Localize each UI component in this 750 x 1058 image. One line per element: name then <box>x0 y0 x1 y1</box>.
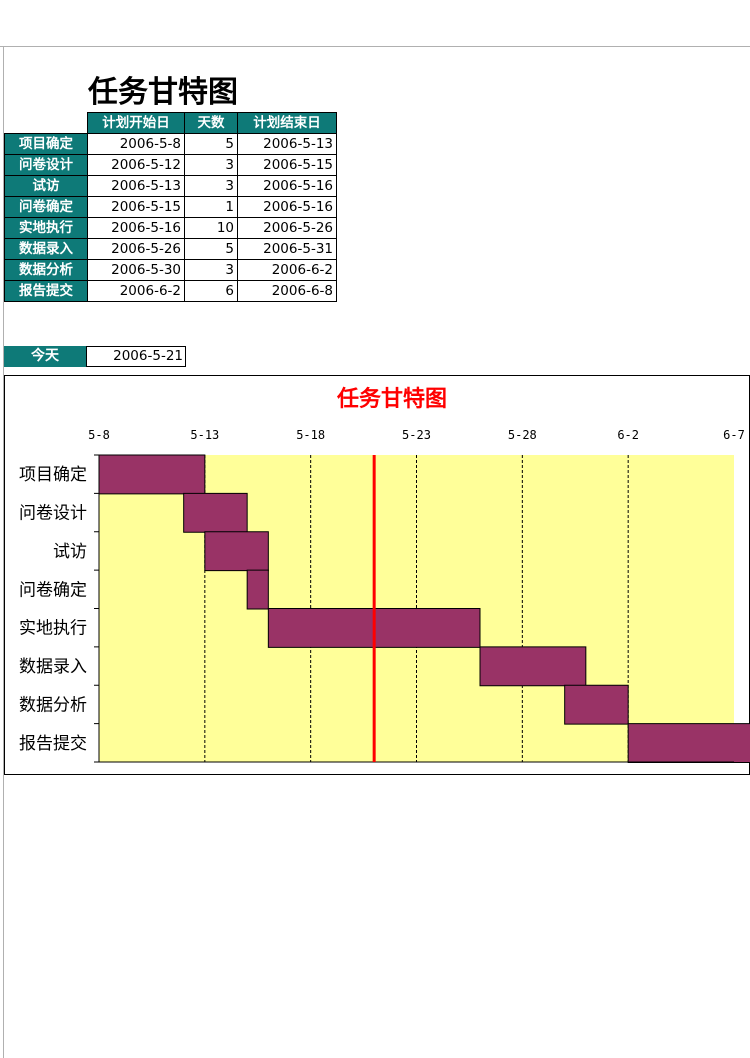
end-date-cell[interactable]: 2006-5-15 <box>237 154 337 176</box>
x-tick-label: 6-2 <box>617 428 639 442</box>
days-cell[interactable]: 5 <box>184 133 238 155</box>
end-date-cell[interactable]: 2006-5-31 <box>237 238 337 260</box>
gantt-bar <box>98 454 206 495</box>
task-name-cell[interactable]: 数据分析 <box>4 259 88 281</box>
days-cell[interactable]: 3 <box>184 259 238 281</box>
table-row: 数据录入 2006-5-26 5 2006-5-31 <box>4 238 337 260</box>
gantt-bar <box>627 723 750 763</box>
table-row: 问卷设计 2006-5-12 3 2006-5-15 <box>4 154 337 176</box>
column-header-border <box>0 46 750 47</box>
days-cell[interactable]: 3 <box>184 154 238 176</box>
end-date-cell[interactable]: 2006-5-26 <box>237 217 337 239</box>
table-row: 项目确定 2006-5-8 5 2006-5-13 <box>4 133 337 155</box>
days-cell[interactable]: 6 <box>184 280 238 302</box>
gantt-bar <box>246 569 269 610</box>
start-date-cell[interactable]: 2006-5-15 <box>87 196 185 218</box>
x-tick-label: 5-8 <box>88 428 110 442</box>
y-category-label: 数据录入 <box>19 657 87 677</box>
today-label[interactable]: 今天 <box>4 346 86 367</box>
end-date-cell[interactable]: 2006-6-2 <box>237 259 337 281</box>
end-date-cell[interactable]: 2006-5-16 <box>237 196 337 218</box>
sheet-title: 任务甘特图 <box>88 75 238 110</box>
start-date-cell[interactable]: 2006-5-26 <box>87 238 185 260</box>
days-cell[interactable]: 5 <box>184 238 238 260</box>
table-row: 问卷确定 2006-5-15 1 2006-5-16 <box>4 196 337 218</box>
table-header-row: 计划开始日 天数 计划结束日 <box>4 112 337 134</box>
task-name-cell[interactable]: 试访 <box>4 175 88 197</box>
y-category-label: 问卷确定 <box>19 580 87 600</box>
start-date-cell[interactable]: 2006-5-16 <box>87 217 185 239</box>
gantt-chart[interactable]: 任务甘特图 5-8 5-13 5-18 5-23 5-28 6-2 6-7 项目确定问卷设计试访… <box>4 375 750 775</box>
x-tick-label: 5-28 <box>508 428 537 442</box>
table-row: 数据分析 2006-5-30 3 2006-6-2 <box>4 259 337 281</box>
start-date-cell[interactable]: 2006-5-8 <box>87 133 185 155</box>
y-category-label: 数据分析 <box>19 695 87 715</box>
y-category-label: 实地执行 <box>19 619 87 639</box>
y-category-label: 项目确定 <box>19 465 87 485</box>
end-date-cell[interactable]: 2006-5-13 <box>237 133 337 155</box>
y-category-label: 问卷设计 <box>19 504 87 524</box>
x-tick-label: 6-7 <box>723 428 745 442</box>
end-date-cell[interactable]: 2006-5-16 <box>237 175 337 197</box>
days-cell[interactable]: 10 <box>184 217 238 239</box>
task-name-cell[interactable]: 实地执行 <box>4 217 88 239</box>
sheet-toolbar-area <box>0 0 750 46</box>
today-value[interactable]: 2006-5-21 <box>86 346 186 367</box>
y-category-label: 报告提交 <box>19 734 87 754</box>
y-category-label: 试访 <box>53 542 87 562</box>
gantt-bar <box>564 684 629 725</box>
task-name-cell[interactable]: 数据录入 <box>4 238 88 260</box>
days-cell[interactable]: 3 <box>184 175 238 197</box>
task-name-cell[interactable]: 问卷设计 <box>4 154 88 176</box>
x-tick-label: 5-18 <box>296 428 325 442</box>
x-tick-label: 5-23 <box>402 428 431 442</box>
start-date-cell[interactable]: 2006-5-13 <box>87 175 185 197</box>
gantt-bar <box>479 646 587 687</box>
start-date-cell[interactable]: 2006-6-2 <box>87 280 185 302</box>
task-name-cell[interactable]: 报告提交 <box>4 280 88 302</box>
column-header[interactable]: 计划结束日 <box>237 112 337 134</box>
table-row: 报告提交 2006-6-2 6 2006-6-8 <box>4 280 337 302</box>
end-date-cell[interactable]: 2006-6-8 <box>237 280 337 302</box>
task-table: 计划开始日 天数 计划结束日 项目确定 2006-5-8 5 2006-5-13 问卷设计 20… <box>4 112 337 302</box>
x-tick-label: 5-13 <box>190 428 219 442</box>
table-row: 试访 2006-5-13 3 2006-5-16 <box>4 175 337 197</box>
gantt-bar <box>204 531 269 572</box>
start-date-cell[interactable]: 2006-5-12 <box>87 154 185 176</box>
days-cell[interactable]: 1 <box>184 196 238 218</box>
row-header-border <box>3 46 4 1058</box>
task-name-cell[interactable]: 项目确定 <box>4 133 88 155</box>
chart-title: 任务甘特图 <box>336 386 447 412</box>
table-row: 实地执行 2006-5-16 10 2006-5-26 <box>4 217 337 239</box>
task-name-cell[interactable]: 问卷确定 <box>4 196 88 218</box>
column-header[interactable]: 天数 <box>184 112 238 134</box>
start-date-cell[interactable]: 2006-5-30 <box>87 259 185 281</box>
column-header[interactable]: 计划开始日 <box>87 112 185 134</box>
gantt-bar <box>183 492 248 533</box>
header-corner <box>4 112 88 134</box>
